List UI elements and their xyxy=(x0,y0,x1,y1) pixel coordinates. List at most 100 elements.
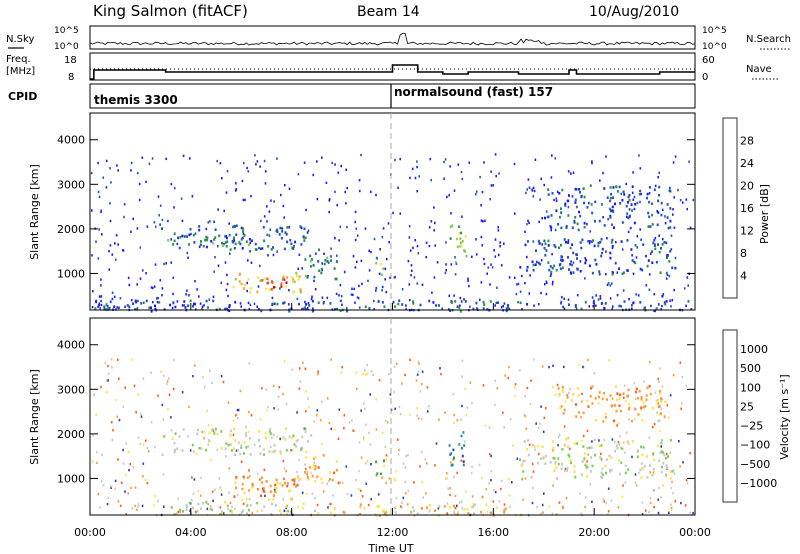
power-echo-point xyxy=(674,155,677,158)
velocity-echo-cell xyxy=(233,427,235,431)
velocity-echo-point xyxy=(652,471,655,474)
power-echo-point xyxy=(256,160,259,163)
velocity-echo-point xyxy=(591,440,593,443)
power-echo-point xyxy=(226,170,229,173)
power-echo-cell xyxy=(311,258,313,261)
power-echo-cell xyxy=(303,227,306,231)
power-echo-cell xyxy=(274,285,277,289)
velocity-echo-point xyxy=(524,477,527,480)
power-echo-point xyxy=(494,304,496,307)
velocity-echo-point xyxy=(421,382,423,386)
power-echo-point xyxy=(599,295,602,298)
velocity-echo-point xyxy=(653,423,656,426)
power-echo-cell xyxy=(221,241,223,245)
nsearch-top-tick: 10^5 xyxy=(702,26,727,36)
velocity-echo-point xyxy=(405,492,407,495)
power-echo-cell xyxy=(524,243,527,247)
power-echo-cell xyxy=(544,254,547,257)
power-echo-cell xyxy=(568,268,570,271)
power-echo-point xyxy=(519,290,522,293)
power-panel-frame xyxy=(89,112,696,311)
power-echo-cell xyxy=(560,258,562,262)
power-echo-point xyxy=(359,189,361,193)
velocity-echo-point xyxy=(232,419,235,422)
velocity-echo-point xyxy=(283,509,286,513)
power-echo-point xyxy=(249,250,251,253)
power-echo-point xyxy=(631,191,634,194)
velocity-echo-point xyxy=(460,459,463,462)
power-echo-point xyxy=(495,301,498,305)
power-echo-cell xyxy=(506,305,509,309)
velocity-echo-point xyxy=(494,490,497,494)
velocity-echo-cell xyxy=(216,432,219,436)
velocity-echo-cell xyxy=(671,470,674,473)
power-echo-cell xyxy=(292,290,294,294)
power-echo-point xyxy=(408,283,411,286)
colorbar-tick-label: −25 xyxy=(740,420,763,433)
velocity-echo-cell xyxy=(382,509,385,513)
velocity-echo-cell xyxy=(521,477,524,481)
power-echo-cell xyxy=(458,225,461,228)
velocity-echo-point xyxy=(285,470,287,473)
velocity-echo-point xyxy=(282,498,284,501)
velocity-echo-point xyxy=(107,364,109,368)
power-echo-point xyxy=(227,294,229,298)
velocity-echo-cell xyxy=(270,512,273,516)
power-echo-cell xyxy=(600,238,603,241)
velocity-echo-cell xyxy=(660,400,662,403)
power-echo-cell xyxy=(201,307,204,311)
power-echo-point xyxy=(338,294,340,297)
power-echo-point xyxy=(139,277,142,280)
velocity-echo-cell xyxy=(566,469,568,472)
power-echo-point xyxy=(226,282,229,286)
power-echo-point xyxy=(576,294,579,297)
power-echo-point xyxy=(235,182,237,185)
velocity-echo-point xyxy=(290,449,293,452)
velocity-echo-point xyxy=(454,506,457,510)
power-echo-cell xyxy=(454,300,457,303)
power-echo-point xyxy=(433,229,435,232)
power-echo-cell xyxy=(651,223,654,226)
power-echo-cell xyxy=(150,306,152,309)
velocity-echo-cell xyxy=(239,452,242,456)
power-echo-point xyxy=(480,204,482,207)
power-echo-cell xyxy=(579,214,582,218)
velocity-echo-point xyxy=(170,429,173,432)
power-echo-point xyxy=(196,288,198,291)
power-echo-point xyxy=(476,190,478,193)
power-echo-cell xyxy=(613,226,615,229)
power-echo-point xyxy=(414,176,417,180)
power-echo-point xyxy=(301,267,303,270)
power-echo-point xyxy=(91,209,93,212)
velocity-echo-cell xyxy=(276,481,279,484)
velocity-echo-point xyxy=(227,507,229,511)
power-echo-point xyxy=(139,246,142,249)
power-echo-point xyxy=(316,160,318,163)
power-echo-cell xyxy=(591,211,594,215)
power-echo-cell xyxy=(264,277,267,280)
velocity-echo-point xyxy=(569,447,571,450)
power-echo-point xyxy=(554,157,557,160)
power-echo-cell xyxy=(631,185,634,188)
power-echo-point xyxy=(384,267,387,270)
power-echo-point xyxy=(130,299,133,302)
power-echo-cell xyxy=(300,226,303,230)
velocity-echo-point xyxy=(222,512,225,515)
power-echo-cell xyxy=(561,266,564,270)
cpid-strip xyxy=(89,83,696,109)
velocity-echo-point xyxy=(541,503,544,507)
power-echo-point xyxy=(526,223,528,226)
velocity-echo-point xyxy=(279,437,281,441)
power-echo-point xyxy=(532,186,535,189)
velocity-echo-cell xyxy=(286,482,289,485)
power-echo-point xyxy=(584,277,586,280)
velocity-echo-point xyxy=(420,417,423,421)
power-echo-point xyxy=(159,223,161,226)
velocity-echo-cell xyxy=(251,486,253,489)
velocity-echo-point xyxy=(434,464,436,467)
velocity-echo-point xyxy=(538,452,540,456)
power-echo-point xyxy=(247,301,250,305)
power-echo-cell xyxy=(300,243,303,246)
power-echo-point xyxy=(358,284,360,288)
power-echo-cell xyxy=(634,261,637,265)
